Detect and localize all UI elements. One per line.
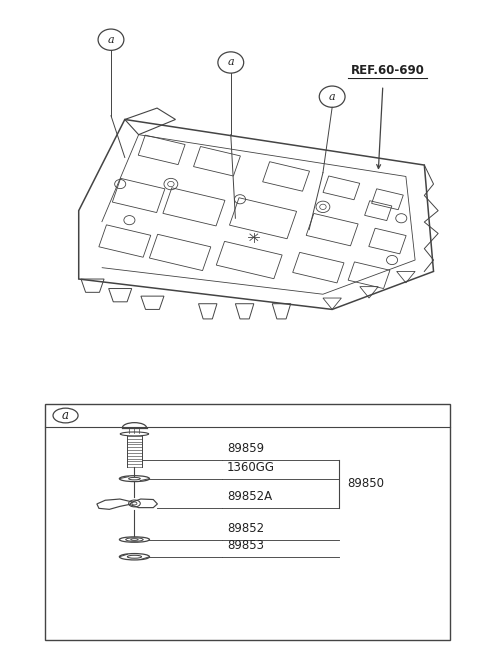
Text: 89852A: 89852A (227, 490, 272, 503)
Text: 89853: 89853 (227, 539, 264, 552)
Text: 89852: 89852 (227, 522, 264, 535)
Text: a: a (329, 92, 336, 102)
Text: a: a (108, 35, 114, 45)
Text: a: a (228, 58, 234, 67)
Text: 1360GG: 1360GG (227, 461, 275, 474)
Text: a: a (62, 409, 69, 422)
Text: 89850: 89850 (348, 477, 384, 490)
Text: REF.60-690: REF.60-690 (350, 64, 424, 77)
Text: 89859: 89859 (227, 442, 264, 455)
